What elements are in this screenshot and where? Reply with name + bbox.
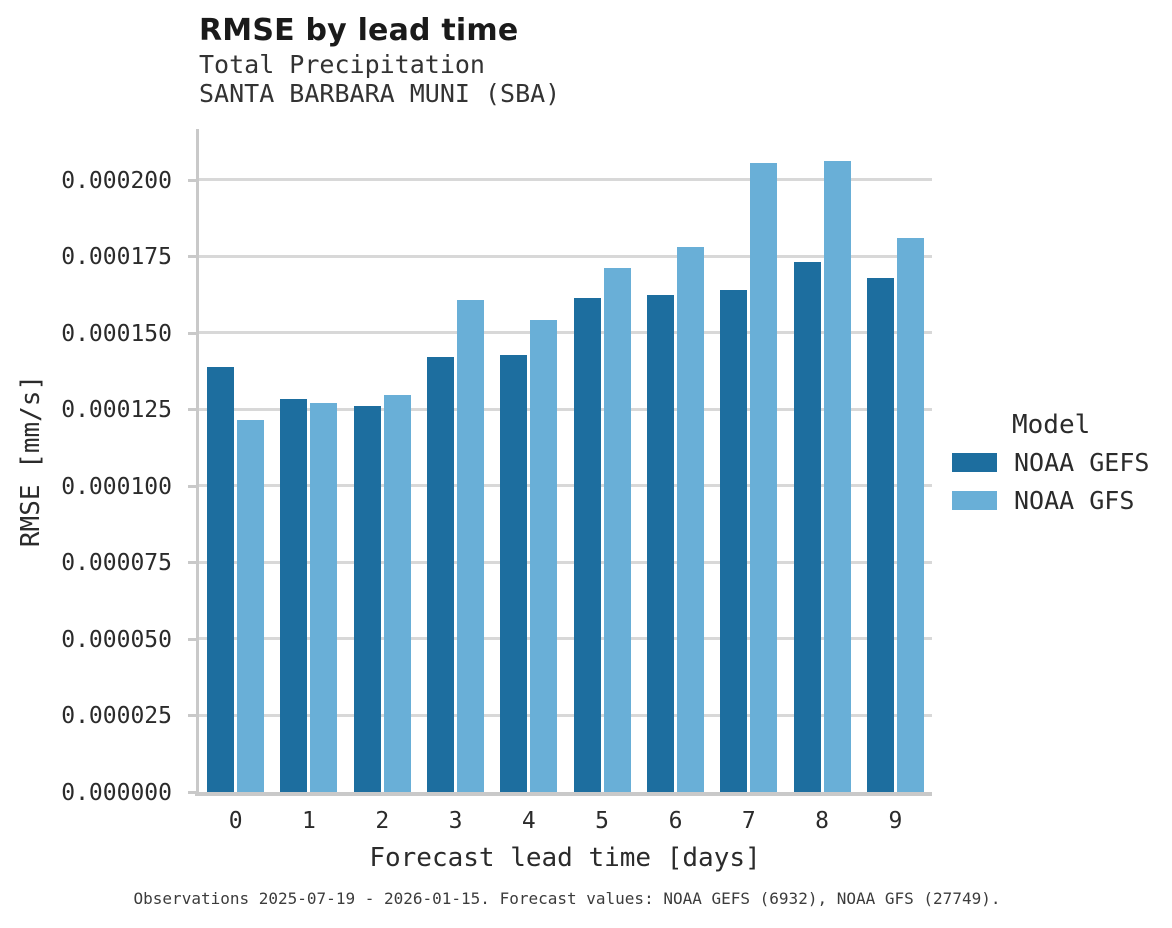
x-tick-label-3: 3 <box>448 808 463 834</box>
legend-swatch-noaa-gefs <box>952 453 997 472</box>
x-tick-label-2: 2 <box>375 808 390 834</box>
bar-noaa-gfs-day8[interactable] <box>823 161 851 792</box>
y-tick-mark-0.000000 <box>188 791 196 794</box>
y-tick-mark-0.000200 <box>188 178 196 182</box>
bar-noaa-gefs-day2[interactable] <box>353 405 381 792</box>
y-tick-mark-0.000025 <box>188 714 196 718</box>
y-tick-mark-0.000125 <box>188 408 196 412</box>
bar-noaa-gfs-day4[interactable] <box>530 319 558 792</box>
y-tick-label-0.000000: 0.000000 <box>61 780 172 806</box>
x-axis-spine <box>195 792 932 796</box>
x-tick-label-6: 6 <box>668 808 683 834</box>
gridline-0.000175 <box>199 254 932 258</box>
bar-noaa-gefs-day3[interactable] <box>427 356 455 792</box>
chart-title: RMSE by lead time <box>199 13 519 48</box>
gridline-0.000100 <box>199 484 932 488</box>
y-tick-mark-0.000100 <box>188 484 196 488</box>
bar-noaa-gfs-day0[interactable] <box>237 420 265 792</box>
legend-title: Model <box>1012 410 1091 440</box>
x-tick-label-5: 5 <box>595 808 610 834</box>
gridline-0.000200 <box>199 178 932 182</box>
y-tick-mark-0.000150 <box>188 331 196 335</box>
bar-group-leadtime-1 <box>272 129 345 792</box>
y-tick-label-0.000100: 0.000100 <box>61 473 172 500</box>
y-axis-spine <box>196 129 199 796</box>
bar-noaa-gefs-day8[interactable] <box>793 261 821 792</box>
bar-layer <box>199 129 932 792</box>
y-tick-label-0.000150: 0.000150 <box>61 320 172 347</box>
y-tick-mark-0.000175 <box>188 255 196 259</box>
y-tick-mark-0.000050 <box>188 637 196 641</box>
y-tick-label-0.000175: 0.000175 <box>61 244 172 271</box>
bar-group-leadtime-2 <box>346 129 419 792</box>
legend-label: NOAA GEFS <box>1014 448 1150 477</box>
bar-noaa-gfs-day2[interactable] <box>383 395 411 792</box>
bar-group-leadtime-9 <box>859 129 932 792</box>
bar-noaa-gefs-day0[interactable] <box>207 366 235 792</box>
bar-group-leadtime-7 <box>712 129 785 792</box>
y-tick-label-0.000050: 0.000050 <box>61 626 172 653</box>
bar-noaa-gefs-day1[interactable] <box>280 399 308 792</box>
y-tick-label-0.000125: 0.000125 <box>61 397 172 424</box>
bar-group-leadtime-3 <box>419 129 492 792</box>
gridline-0.000050 <box>199 637 932 641</box>
x-tick-label-9: 9 <box>888 808 903 834</box>
bar-noaa-gfs-day6[interactable] <box>676 246 704 792</box>
bar-group-leadtime-5 <box>565 129 638 792</box>
x-axis-title: Forecast lead time [days] <box>369 843 761 873</box>
bar-noaa-gfs-day5[interactable] <box>603 268 631 792</box>
legend-items: NOAA GEFS NOAA GFS <box>952 450 1149 513</box>
bar-noaa-gefs-day7[interactable] <box>720 289 748 792</box>
bar-group-leadtime-0 <box>199 129 272 792</box>
bar-group-leadtime-6 <box>639 129 712 792</box>
bar-noaa-gefs-day9[interactable] <box>866 278 894 792</box>
x-tick-label-8: 8 <box>815 808 829 834</box>
bar-noaa-gefs-day4[interactable] <box>500 354 528 792</box>
y-tick-label-0.000075: 0.000075 <box>61 550 172 577</box>
bar-noaa-gfs-day9[interactable] <box>896 238 924 792</box>
chart-header: RMSE by lead time Total Precipitation SA… <box>199 12 560 108</box>
gridline-0.000075 <box>199 560 932 564</box>
gridline-0.000025 <box>199 713 932 717</box>
bar-noaa-gefs-day6[interactable] <box>646 294 674 792</box>
legend-label: NOAA GFS <box>1014 486 1135 515</box>
legend-item-noaa-gefs[interactable]: NOAA GEFS <box>952 450 1149 475</box>
legend-swatch-noaa-gfs <box>952 491 997 510</box>
bar-noaa-gfs-day1[interactable] <box>310 403 338 792</box>
x-tick-label-1: 1 <box>301 808 316 834</box>
gridline-0.000150 <box>199 331 932 335</box>
chart-subtitle-station: SANTA BARBARA MUNI (SBA) <box>199 79 561 108</box>
legend-item-noaa-gfs[interactable]: NOAA GFS <box>952 488 1149 513</box>
footer-caption: Observations 2025-07-19 - 2026-01-15. Fo… <box>133 889 1001 908</box>
bar-group-leadtime-4 <box>492 129 565 792</box>
x-tick-label-0: 0 <box>228 808 243 834</box>
gridline-0.000125 <box>199 407 932 411</box>
legend: Model NOAA GEFS NOAA GFS <box>952 410 1149 526</box>
bar-noaa-gefs-day5[interactable] <box>573 297 601 792</box>
plot-area <box>199 129 932 792</box>
y-tick-mark-0.000075 <box>188 561 196 565</box>
y-tick-label-0.000200: 0.000200 <box>61 167 172 194</box>
chart-subtitle-variable: Total Precipitation <box>199 50 485 79</box>
bar-group-leadtime-8 <box>785 129 858 792</box>
bar-noaa-gfs-day7[interactable] <box>750 162 778 792</box>
bar-noaa-gfs-day3[interactable] <box>457 299 485 792</box>
y-tick-label-0.000025: 0.000025 <box>61 703 172 730</box>
x-tick-label-7: 7 <box>741 808 756 834</box>
x-tick-label-4: 4 <box>521 808 536 834</box>
